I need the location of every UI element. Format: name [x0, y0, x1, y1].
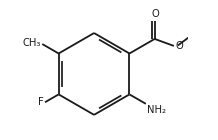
Text: NH₂: NH₂: [147, 105, 166, 115]
Text: F: F: [38, 97, 44, 107]
Text: O: O: [175, 41, 183, 51]
Text: CH₃: CH₃: [23, 38, 41, 48]
Text: O: O: [152, 9, 159, 19]
